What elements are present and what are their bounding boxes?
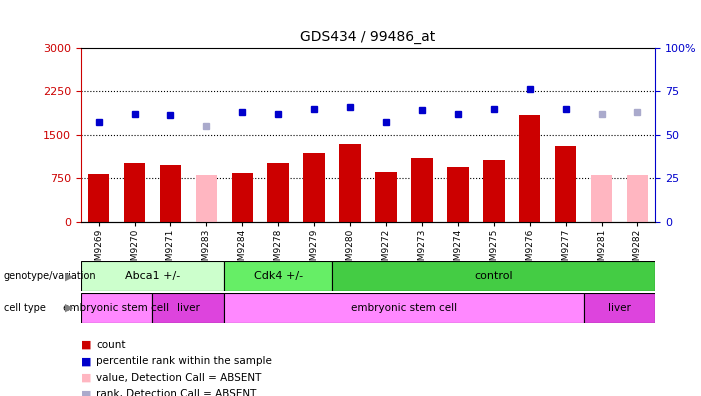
Bar	[124, 162, 145, 222]
Bar	[160, 165, 181, 222]
Text: ■: ■	[81, 389, 91, 396]
Text: cell type: cell type	[4, 303, 46, 313]
Bar	[224, 293, 584, 323]
Text: ■: ■	[81, 356, 91, 366]
Text: Cdk4 +/-: Cdk4 +/-	[254, 271, 303, 281]
Bar	[627, 175, 648, 222]
Bar	[519, 116, 540, 222]
Bar	[304, 153, 325, 222]
Bar	[81, 261, 224, 291]
Text: rank, Detection Call = ABSENT: rank, Detection Call = ABSENT	[96, 389, 257, 396]
Bar	[583, 293, 655, 323]
Text: ■: ■	[81, 339, 91, 350]
Text: liver: liver	[177, 303, 200, 313]
Bar	[332, 261, 655, 291]
Text: control: control	[475, 271, 513, 281]
Bar	[153, 293, 224, 323]
Text: percentile rank within the sample: percentile rank within the sample	[96, 356, 272, 366]
Text: genotype/variation: genotype/variation	[4, 271, 96, 281]
Text: ▶: ▶	[65, 271, 74, 281]
Text: ■: ■	[81, 373, 91, 383]
Text: embryonic stem cell: embryonic stem cell	[64, 303, 170, 313]
Bar	[81, 293, 153, 323]
Bar	[196, 175, 217, 222]
Text: embryonic stem cell: embryonic stem cell	[351, 303, 457, 313]
Bar	[268, 163, 289, 222]
Bar	[339, 144, 361, 222]
Bar	[555, 146, 576, 222]
Bar	[591, 175, 613, 222]
Bar	[375, 172, 397, 222]
Bar	[88, 173, 109, 222]
Text: liver: liver	[608, 303, 631, 313]
Text: ▶: ▶	[65, 303, 74, 313]
Bar	[483, 160, 505, 222]
Text: value, Detection Call = ABSENT: value, Detection Call = ABSENT	[96, 373, 261, 383]
Text: count: count	[96, 339, 125, 350]
Bar	[447, 167, 468, 222]
Bar	[231, 173, 253, 222]
Bar	[411, 158, 433, 222]
Text: Abca1 +/-: Abca1 +/-	[125, 271, 180, 281]
Bar	[224, 261, 332, 291]
Title: GDS434 / 99486_at: GDS434 / 99486_at	[301, 30, 435, 44]
